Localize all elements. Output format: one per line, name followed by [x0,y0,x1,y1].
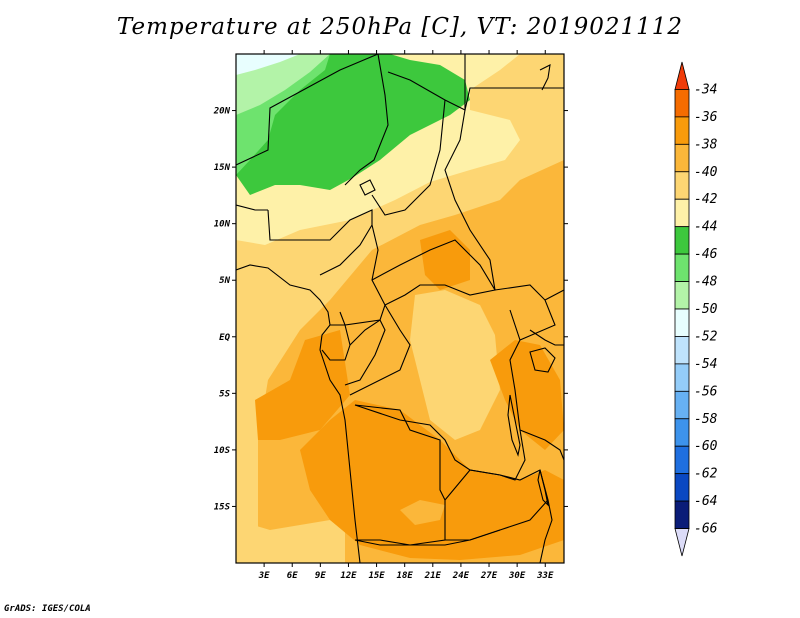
colorbar-swatch-8 [674,281,690,310]
field-minus38-coast [255,330,350,440]
colorbar-level-label: -60 [694,439,718,454]
red-sea-coast [539,64,551,91]
field-minus38-east [490,340,564,450]
field-minus38-center [420,230,470,290]
colorbar-swatch-14 [674,445,690,475]
lat-tick-label: 15S [214,502,231,512]
lat-tick-label: 10N [214,220,231,230]
colorbar-swatch-0 [674,61,690,90]
colorbar-level-label: -64 [694,494,717,509]
colorbar-level-label: -50 [694,302,718,317]
colorbar-swatch-4 [674,171,690,200]
coastline-west-africa [236,264,361,563]
border-mali-burkina [236,204,268,211]
colorbar-swatch-12 [674,390,690,420]
border-chad-sudan [444,109,496,291]
lat-tick-label: 15N [214,163,231,173]
lon-tick-label: 30E [508,571,526,581]
colorbar-swatch-1 [674,89,690,118]
lon-tick-label: 21E [424,571,442,581]
colorbar-level-label: -38 [694,137,718,152]
field-minus40-congo-light [410,290,500,440]
colorbar-swatch-15 [674,473,690,502]
colorbar-swatch-17 [674,528,690,557]
colorbar-level-label: -52 [694,329,718,344]
colorbar-swatch-9 [674,308,690,337]
colorbar: -34 -36 -38 -40 -42 -44 -46 -48 -50 -52 -54 -56 -58 -… [674,61,718,557]
colorbar-level-label: -44 [694,220,717,235]
field-minus52 [236,54,300,75]
colorbar-level-label: -46 [694,247,718,262]
colorbar-level-label: -42 [694,192,718,207]
lon-tick-label: 27E [480,571,498,581]
colorbar-swatch-10 [674,336,690,365]
border-tanzania [519,429,564,461]
colorbar-level-label: -54 [694,357,717,372]
lon-tick-label: 3E [258,571,270,581]
border-angola [354,404,446,546]
border-drc-west [349,304,411,396]
border-gabon-congo [321,324,351,361]
colorbar-swatch-5 [674,198,690,228]
lake-malawi [537,469,549,507]
axis-ticks: 20N 15N 10N 5N EQ 5S 10S 15S 3E 6E 9E 12E 15E 18E 21E 2… [213,50,568,581]
border-south-sudan [494,284,556,341]
border-ethiopia [544,289,564,301]
border-namibia [354,529,501,546]
colorbar-level-label: -58 [694,412,718,427]
lon-tick-label: 6E [287,571,298,581]
lon-tick-label: 12E [340,571,357,581]
lat-tick-label: 20N [213,107,231,117]
border-algeria-libya [344,54,389,186]
colorbar-swatch-7 [674,253,690,282]
colorbar-level-label: -48 [694,275,718,290]
field-minus38-south [300,400,564,560]
colorbar-swatch-16 [674,500,690,529]
border-mozambique [539,499,553,563]
colorbar-level-label: -56 [694,384,718,399]
border-niger-chad [371,99,446,216]
lon-tick-label: 9E [315,571,326,581]
colorbar-swatch-13 [674,418,690,447]
lat-tick-label: 5N [219,276,230,286]
border-egypt-sudan [464,87,564,111]
border-kenya-uganda [529,329,564,346]
lake-chad [359,179,376,196]
country-boundaries [236,54,564,563]
map-frame [235,53,565,564]
colorbar-level-label: -40 [694,165,718,180]
colorbar-level-label: -62 [694,467,718,482]
lon-tick-label: 15E [368,571,385,581]
field-minus42-south [236,520,345,563]
lon-tick-label: 24E [452,571,470,581]
colorbar-level-label: -36 [694,110,718,125]
border-nigeria [267,209,373,276]
colorbar-level-label: -66 [694,522,718,537]
temperature-field [236,54,564,563]
colorbar-swatch-6 [674,226,690,255]
colorbar-level-label: -34 [694,82,717,97]
lon-tick-label: 33E [536,571,554,581]
field-minus50 [236,54,330,115]
lake-victoria [529,347,556,373]
lat-tick-label: 10S [214,446,231,456]
map-title: Temperature at 250hPa [C], VT: 201902111… [116,14,684,40]
field-minus36-spot [400,500,445,525]
lat-tick-label: 5S [219,389,230,399]
border-niger-mali [236,54,379,166]
colorbar-swatch-11 [674,363,690,392]
grads-credit: GrADS: IGES/COLA [4,604,91,614]
lat-tick-label: EQ [219,333,230,343]
colorbar-swatch-3 [674,143,690,173]
colorbar-swatch-2 [674,116,690,145]
lon-tick-label: 18E [397,571,414,581]
border-congo-drc [344,319,386,386]
lake-tanganyika [507,394,521,457]
